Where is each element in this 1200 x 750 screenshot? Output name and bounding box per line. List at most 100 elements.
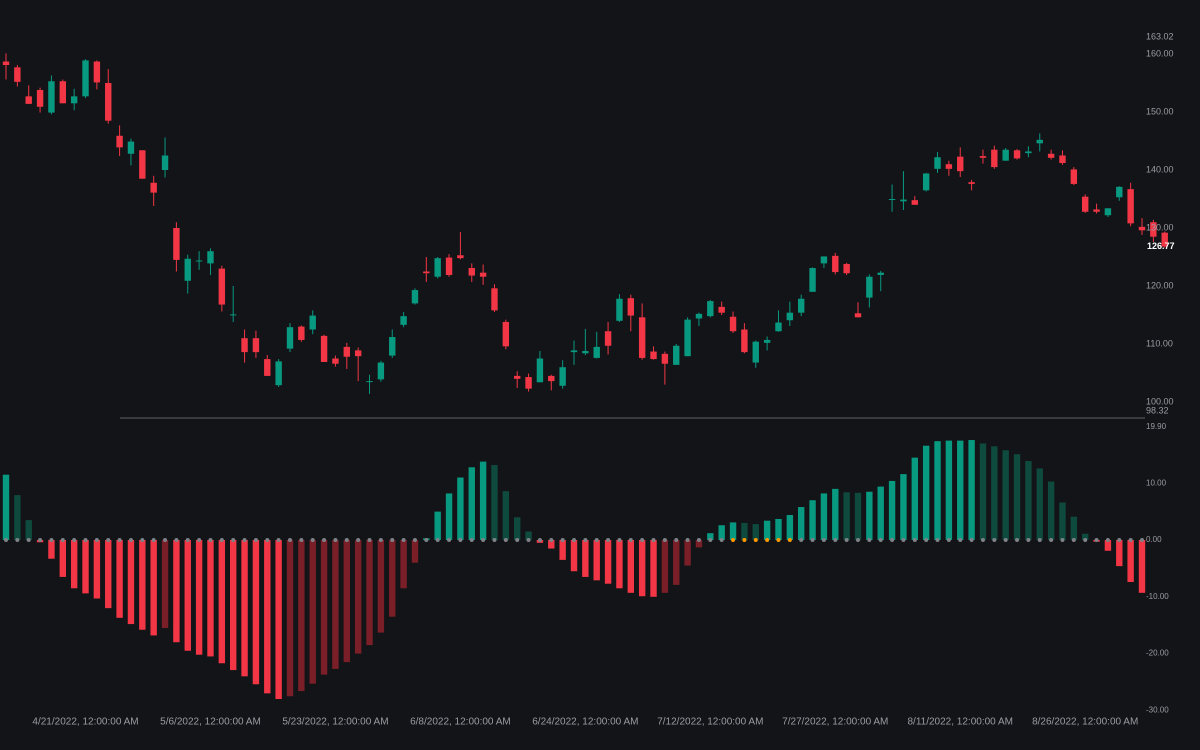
zero-line-dot (901, 538, 906, 542)
histogram-bar (241, 540, 248, 677)
zero-line-dot (72, 538, 77, 542)
zero-line-dot (719, 538, 724, 542)
candle-body (1025, 151, 1032, 154)
candle-body (729, 316, 737, 332)
candle-body (161, 155, 169, 170)
oscillator-axis-tick-label: 19.90 (1146, 422, 1167, 431)
candle-body (843, 263, 850, 274)
zero-line-dot (185, 538, 190, 542)
candle-body (1138, 226, 1146, 231)
histogram-bar (320, 540, 328, 675)
zero-line-dot (867, 538, 872, 542)
histogram-bar (127, 540, 135, 625)
candle-body (525, 377, 532, 389)
candle-body (411, 290, 419, 304)
histogram-bar (1127, 540, 1134, 583)
histogram-bar (695, 540, 703, 548)
zero-line-dot (1140, 538, 1144, 542)
candle-body (1002, 149, 1009, 161)
time-axis-tick-label: 7/27/2022, 12:00:00 AM (782, 717, 888, 728)
histogram-bar (502, 491, 510, 540)
candle-body (1104, 208, 1112, 216)
histogram-bar (1047, 481, 1055, 540)
price-axis-min-label: 98.32 (1146, 405, 1169, 415)
candle-body (707, 301, 714, 317)
zero-line-dot (390, 538, 395, 542)
histogram-bar (400, 540, 407, 589)
histogram-bar (707, 533, 714, 540)
candle-body (184, 258, 191, 281)
candle-body (2, 61, 10, 66)
zero-line-dot (1117, 538, 1122, 542)
time-axis-tick-label: 6/8/2022, 12:00:00 AM (410, 717, 511, 728)
candle-body (741, 329, 748, 353)
histogram-bar (798, 507, 805, 540)
zero-line-dot (549, 538, 554, 542)
candle-body (718, 306, 725, 313)
histogram-bar (627, 540, 634, 593)
histogram-bar (775, 518, 782, 540)
histogram-bar (684, 540, 691, 566)
candle-body (218, 268, 226, 305)
candle-body (627, 298, 634, 316)
candle-body (70, 96, 78, 104)
candle-body (911, 200, 918, 205)
histogram-bar (139, 540, 146, 630)
histogram-bar (991, 446, 998, 540)
zero-line-dot (412, 538, 417, 542)
histogram-bar (82, 540, 89, 594)
candle-body (559, 367, 566, 386)
zero-line-dot (140, 538, 145, 542)
histogram-bar (468, 467, 475, 540)
price-axis-tick-label: 160.00 (1146, 48, 1174, 58)
zero-line-dot (197, 538, 202, 542)
candle-body (900, 199, 907, 202)
zero-line-dot (151, 538, 156, 542)
zero-line-dot (651, 538, 656, 542)
zero-line-dot (912, 538, 917, 542)
candle-body (684, 319, 691, 357)
histogram-bar (377, 540, 385, 633)
histogram-bar (161, 540, 169, 629)
zero-line-dot (276, 538, 281, 542)
zero-line-dot (378, 538, 383, 542)
histogram-bar (650, 540, 657, 597)
histogram-bar (218, 540, 226, 664)
candle-body (1093, 209, 1100, 212)
candle-body (945, 164, 953, 169)
histogram-bar (832, 488, 839, 540)
zero-line-dot (1094, 538, 1099, 542)
zero-line-dot (833, 538, 838, 542)
histogram-bar (854, 492, 862, 540)
zero-line-dot (208, 538, 213, 542)
zero-line-dot (992, 538, 997, 542)
zero-line-dot (980, 538, 985, 542)
histogram-bar (252, 540, 260, 685)
histogram-bar (105, 540, 112, 609)
histogram-bar (729, 522, 737, 540)
histogram-bar (1013, 454, 1021, 540)
zero-line-dot (253, 538, 258, 542)
histogram-bar (911, 457, 918, 540)
histogram-bar (298, 540, 305, 692)
last-price-label: 126.77 (1147, 241, 1175, 251)
candle-body (536, 358, 544, 383)
price-pane (2, 53, 1168, 394)
oscillator-axis-tick-label: -20.00 (1146, 649, 1169, 658)
candle-body (320, 335, 328, 362)
candle-body (673, 345, 680, 365)
zero-line-dot (117, 538, 122, 542)
zero-line-dot (4, 538, 8, 542)
histogram-bar (1116, 540, 1123, 567)
histogram-bar (14, 495, 21, 540)
zero-line-dot (1003, 538, 1008, 542)
candle-body (832, 255, 839, 273)
zero-line-dot (1060, 538, 1065, 542)
histogram-bar (1036, 468, 1043, 540)
candle-body (877, 272, 884, 275)
histogram-bar (820, 493, 828, 540)
histogram-bar (1070, 516, 1078, 540)
candle-body (1116, 186, 1123, 198)
histogram-bar (59, 540, 66, 577)
zero-line-dot (640, 538, 645, 542)
